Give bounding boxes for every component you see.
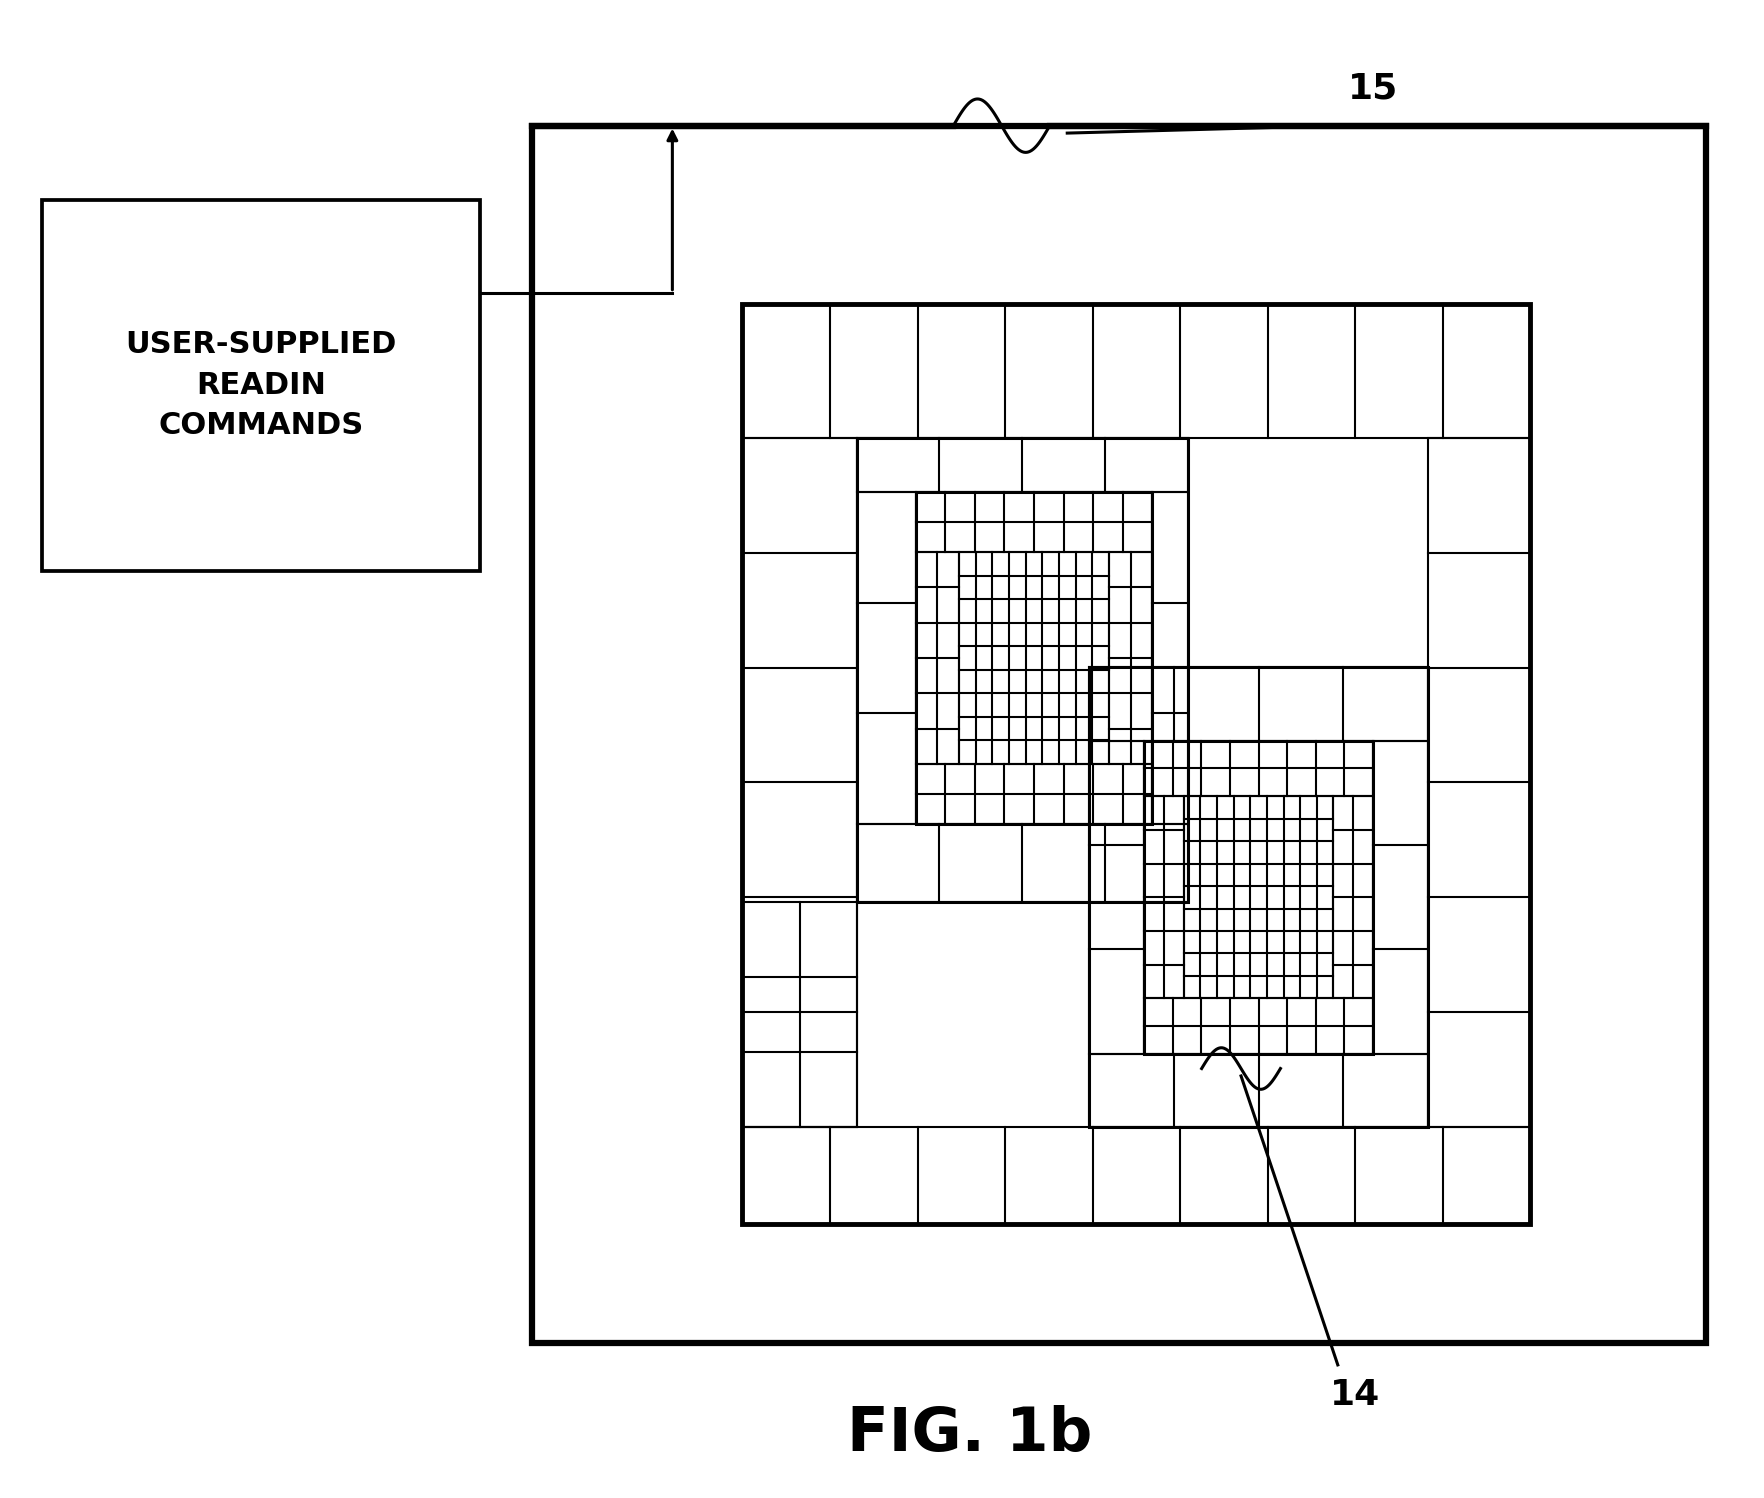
Bar	[743, 437, 856, 1128]
Bar	[743, 902, 856, 1128]
Bar	[743, 304, 1529, 1224]
Bar	[1088, 667, 1427, 742]
Bar	[1143, 795, 1184, 999]
Bar	[916, 493, 1152, 553]
Bar	[916, 493, 1152, 824]
Bar	[916, 553, 958, 764]
Bar	[1108, 553, 1152, 764]
Text: 15: 15	[1348, 72, 1397, 105]
Bar	[743, 304, 1529, 437]
Text: FIG. 1b: FIG. 1b	[847, 1405, 1092, 1464]
Text: USER-SUPPLIED
READIN
COMMANDS: USER-SUPPLIED READIN COMMANDS	[125, 331, 397, 440]
Bar	[958, 553, 1108, 764]
Bar	[743, 1128, 1529, 1224]
Bar	[1143, 742, 1372, 795]
Bar	[42, 199, 480, 571]
Bar	[1088, 1053, 1427, 1128]
Bar	[1088, 742, 1143, 1053]
Bar	[1143, 999, 1372, 1053]
Bar	[1372, 742, 1427, 1053]
Bar	[1152, 493, 1187, 824]
Bar	[533, 126, 1704, 1342]
Bar	[1088, 667, 1427, 1128]
Bar	[1427, 437, 1529, 1128]
Bar	[856, 824, 1187, 902]
Bar	[1332, 795, 1372, 999]
Bar	[856, 437, 1187, 493]
Bar	[1184, 795, 1332, 999]
Bar	[1143, 742, 1372, 1053]
Bar	[916, 764, 1152, 824]
Text: 14: 14	[1330, 1378, 1379, 1411]
Bar	[856, 437, 1187, 902]
Bar	[856, 493, 916, 824]
